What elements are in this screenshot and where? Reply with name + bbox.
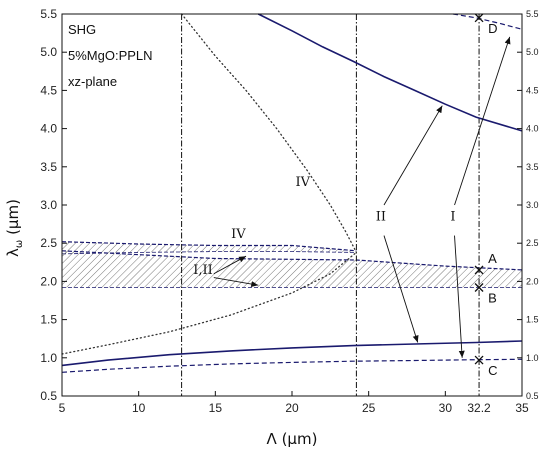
points: A B C D	[474, 13, 497, 378]
x-tick-label-3: 20	[285, 401, 299, 415]
arrow-5	[454, 235, 465, 358]
point-mark-3-b	[474, 13, 484, 23]
annotation-1: IV	[231, 227, 246, 242]
y-axis-right: 0.5 1.0 1.5 2.0 2.5 3.0 3.5 4.0 4.5 5.0 5.5	[517, 9, 539, 401]
arrows	[213, 36, 511, 358]
point-c: C	[474, 355, 497, 378]
annotation-2: I,II	[193, 263, 213, 278]
y-axis-title-unit: (μm)	[4, 199, 22, 240]
series-line-3	[452, 13, 523, 30]
y-tick-label-left-7: 4.0	[40, 122, 57, 136]
point-d: D	[474, 13, 497, 36]
arrow-0	[213, 255, 247, 275]
point-label-b: B	[488, 291, 497, 306]
vertical-markers	[181, 14, 480, 396]
y-tick-label-left-1: 1.0	[40, 351, 57, 365]
point-mark-2-b	[474, 355, 484, 365]
y-tick-label-left-3: 2.0	[40, 274, 57, 288]
plot-frame	[61, 13, 523, 397]
series	[61, 13, 523, 373]
x-tick-label-4: 25	[362, 401, 376, 415]
x-tick-label-0: 5	[59, 401, 66, 415]
annotation-4: I	[450, 209, 455, 224]
band-0-upper-edge	[61, 241, 357, 252]
band-1	[62, 250, 522, 288]
y-tick-label-right-4: 2.5	[526, 238, 539, 248]
band-0	[62, 241, 357, 254]
y-tick-label-left-9: 5.0	[40, 45, 57, 59]
bands	[61, 241, 523, 288]
point-label-a: A	[488, 251, 497, 266]
point-b: B	[474, 283, 497, 306]
y-axis-title: λω (μm)	[4, 199, 25, 257]
point-label-d: D	[488, 21, 497, 36]
x-axis: 5 10 15 20 25 30 35 32.2	[59, 391, 529, 415]
y-axis-title-main: λ	[4, 248, 22, 257]
corner-labels: SHG 5%MgO:PPLN xz-plane	[68, 22, 153, 89]
x-marker-label-2: 32.2	[467, 401, 491, 415]
x-tick-label-5: 30	[439, 401, 453, 415]
y-tick-label-right-0: 0.5	[526, 391, 539, 401]
y-tick-label-left-6: 3.5	[40, 160, 57, 174]
x-tick-label-6: 35	[515, 401, 529, 415]
y-tick-label-left-2: 1.5	[40, 313, 57, 327]
corner-label-1: 5%MgO:PPLN	[68, 48, 153, 63]
y-axis-title-sub: ω	[14, 240, 25, 248]
y-tick-label-right-7: 4.0	[526, 124, 539, 134]
series-line-5	[180, 13, 358, 254]
series-line-0	[61, 340, 523, 367]
y-tick-label-left-0: 0.5	[40, 389, 57, 403]
y-tick-label-left-8: 4.5	[40, 83, 57, 97]
point-mark-0-b	[474, 265, 484, 275]
arrow-1	[213, 277, 259, 287]
y-axis-left: 0.5 1.0 1.5 2.0 2.5 3.0 3.5 4.0 4.5 5.0 5.5	[40, 7, 67, 403]
y-tick-label-right-3: 2.0	[526, 276, 539, 286]
corner-label-0: SHG	[68, 22, 96, 37]
x-tick-label-1: 10	[132, 401, 146, 415]
point-mark-1-b	[474, 283, 484, 292]
point-a: A	[474, 251, 497, 275]
annotation-0: IV	[295, 175, 310, 190]
series-line-1	[61, 358, 523, 373]
arrow-3	[383, 235, 419, 343]
y-tick-label-right-9: 5.0	[526, 47, 539, 57]
y-tick-label-right-10: 5.5	[526, 9, 539, 19]
y-tick-label-right-5: 3.0	[526, 200, 539, 210]
x-axis-title: Λ (μm)	[267, 430, 318, 448]
y-tick-label-left-10: 5.5	[40, 7, 57, 21]
y-tick-label-right-1: 1.0	[526, 353, 539, 363]
series-line-4	[61, 251, 358, 355]
series-line-2	[257, 13, 523, 132]
y-tick-label-left-4: 2.5	[40, 236, 57, 250]
annotation-3: II	[376, 209, 386, 224]
arrow-2	[383, 105, 443, 206]
y-tick-label-right-8: 4.5	[526, 85, 539, 95]
corner-label-2: xz-plane	[68, 74, 117, 89]
x-tick-label-2: 15	[209, 401, 223, 415]
y-tick-label-right-6: 3.5	[526, 162, 539, 172]
y-tick-label-right-2: 1.5	[526, 315, 539, 325]
point-label-c: C	[488, 363, 497, 378]
y-tick-label-left-5: 3.0	[40, 198, 57, 212]
arrow-4	[454, 36, 511, 206]
